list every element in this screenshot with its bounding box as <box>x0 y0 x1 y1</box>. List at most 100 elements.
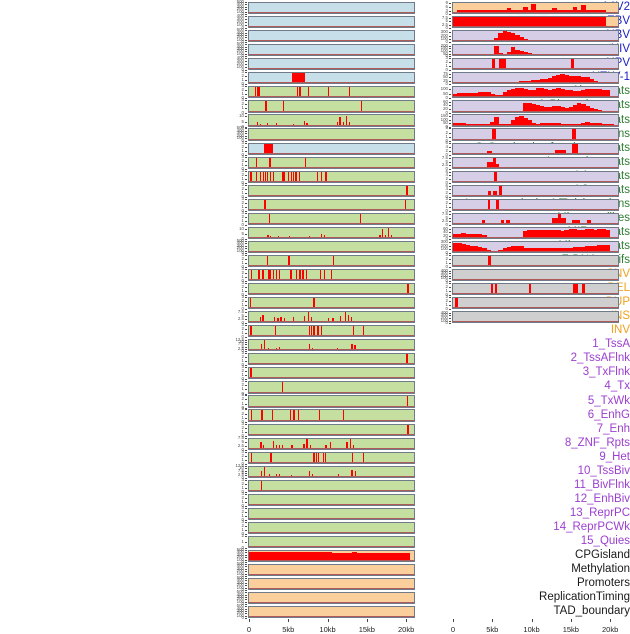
plot-area <box>249 115 414 125</box>
track-label-text: TAD_boundary <box>554 606 630 618</box>
axis-tick-label: 5 <box>242 313 244 317</box>
baseline <box>249 392 414 393</box>
plot-area <box>249 551 414 561</box>
axis-tick-label: 3 <box>242 506 244 510</box>
plot-area <box>453 242 618 252</box>
axis-tick-label: 1 <box>242 540 244 544</box>
plot-area <box>249 537 414 547</box>
axis-tick-label: 3 <box>242 449 244 453</box>
plot-area <box>249 59 414 69</box>
axis-tick-label: 60 <box>443 100 448 104</box>
track-label-8-znf-rpts: 8_ZNF_Rpts <box>408 438 630 450</box>
baseline <box>453 82 618 83</box>
right-track-panel-7 <box>452 100 619 112</box>
axis-tick-label: 200 <box>441 44 448 48</box>
track-label-text: 6_EnhG <box>588 410 630 422</box>
left-track-panel-17 <box>248 241 415 253</box>
plot-area <box>453 186 618 196</box>
plot-area <box>249 312 414 322</box>
baseline <box>453 195 618 196</box>
baseline <box>249 616 414 617</box>
right-track-panel-12 <box>452 171 619 183</box>
baseline <box>453 125 618 126</box>
right-track-panel-1 <box>452 16 619 28</box>
track-label-text: CPGisland <box>575 550 630 562</box>
axis-tick-label: 1 <box>242 106 244 110</box>
track-label-text: 14_ReprPCWk <box>553 522 630 534</box>
plot-area <box>249 284 414 294</box>
axis-tick-label: 1 <box>242 514 244 518</box>
x-tick-label: 5kb <box>486 625 498 634</box>
baseline <box>249 602 414 603</box>
axis-tick-label: 2 <box>242 383 244 387</box>
axis-tick-label: 1 <box>446 303 448 307</box>
right-track-panel-15 <box>452 213 619 225</box>
baseline <box>249 307 414 308</box>
axis-tick-label: 3 <box>242 365 244 369</box>
baseline <box>249 209 414 210</box>
plot-area <box>249 565 414 575</box>
track-label-text: 11_BivFlnk <box>574 480 630 492</box>
plot-area <box>249 73 414 83</box>
baseline <box>249 153 414 154</box>
plot-area <box>453 87 618 97</box>
axis-tick-label: 75 <box>443 71 448 75</box>
axis-tick-label: 7.5 <box>442 16 448 20</box>
axis-tick-label: 2 <box>242 496 244 500</box>
left-track-panel-41 <box>248 578 415 590</box>
x-tick-label: 15kb <box>359 625 375 634</box>
plot-area <box>249 158 414 168</box>
track-label-text: 12_EnhBiv <box>574 494 630 506</box>
left-track-panel-4 <box>248 58 415 70</box>
axis-tick-label: 500 <box>237 239 244 243</box>
right-track-panel-10 <box>452 143 619 155</box>
track-label-14-reprpcwk: 14_ReprPCWk <box>408 522 630 534</box>
plot-area <box>249 396 414 406</box>
track-label-cpgisland: CPGisland <box>408 550 630 562</box>
plot-area <box>249 425 414 435</box>
axis-tick-label: 1 <box>242 148 244 152</box>
axis-tick-label: 1 <box>242 219 244 223</box>
plot-area <box>249 298 414 308</box>
baseline <box>249 68 414 69</box>
axis-tick-label: 3 <box>446 56 448 60</box>
axis-tick-label: 60 <box>443 226 448 230</box>
right-track-panel-16 <box>452 227 619 239</box>
axis-tick-label: 2 <box>242 534 244 538</box>
axis-tick-label: 3 <box>242 196 244 200</box>
plot-area <box>453 144 618 154</box>
baseline <box>249 434 414 435</box>
axis-tick-label: 500 <box>237 28 244 32</box>
axis-tick-label: 400 <box>237 56 244 60</box>
axis-tick-label: 2 <box>242 271 244 275</box>
plot-area <box>453 172 618 182</box>
right-track-panel-17 <box>452 241 619 253</box>
right-track-panel-19 <box>452 269 619 281</box>
axis-tick-label: 1 <box>446 205 448 209</box>
axis-tick-label: 3 <box>242 421 244 425</box>
baseline <box>249 476 414 477</box>
track-label-5-txwk: 5_TxWk <box>408 396 630 408</box>
axis-tick-label: 3 <box>242 98 244 102</box>
axis-tick-label: 3 <box>242 140 244 144</box>
plot-area <box>249 607 414 617</box>
axis-tick-label: 400 <box>441 268 448 272</box>
baseline <box>249 125 414 126</box>
baseline <box>453 26 618 27</box>
axis-tick-label: 1 <box>242 331 244 335</box>
baseline <box>453 54 618 55</box>
axis-tick-label: 3 <box>446 295 448 299</box>
track-label-tad-boundary: TAD_boundary <box>408 606 630 618</box>
baseline <box>249 279 414 280</box>
plot-area <box>453 158 618 168</box>
axis-tick-label: 3 <box>242 84 244 88</box>
